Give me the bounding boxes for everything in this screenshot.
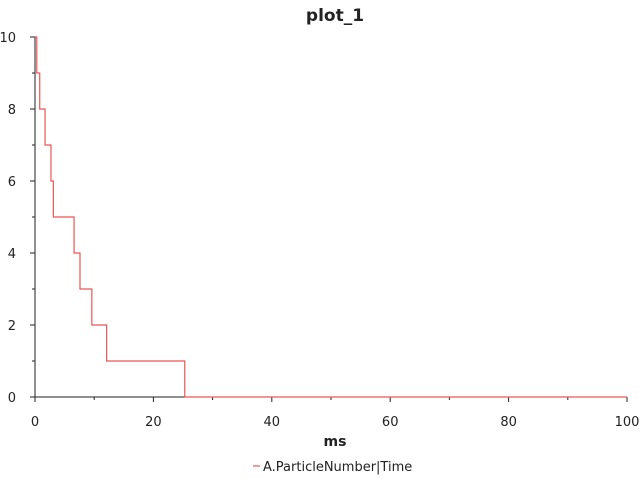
x-tick-label: 20 bbox=[145, 415, 162, 430]
y-tick-label: 4 bbox=[8, 247, 16, 262]
x-axis-label: ms bbox=[324, 434, 347, 450]
x-tick-label: 80 bbox=[500, 415, 517, 430]
y-tick-label: 10 bbox=[0, 31, 16, 46]
legend: A.ParticleNumber|Time bbox=[253, 460, 412, 475]
plot-area bbox=[35, 36, 627, 398]
x-tick-label: 60 bbox=[382, 415, 399, 430]
y-tick-label: 6 bbox=[8, 175, 16, 190]
x-tick-label: 100 bbox=[615, 415, 640, 430]
y-tick-label: 2 bbox=[8, 319, 16, 334]
chart-title: plot_1 bbox=[306, 6, 364, 26]
series-line bbox=[35, 36, 627, 398]
x-axis: 0 20 40 60 80 100 bbox=[31, 396, 640, 430]
y-axis: 0 2 4 6 8 10 bbox=[0, 31, 36, 406]
y-tick-label: 8 bbox=[8, 103, 16, 118]
y-tick-label: 0 bbox=[8, 391, 16, 406]
legend-label: A.ParticleNumber|Time bbox=[263, 460, 412, 475]
x-tick-label: 0 bbox=[31, 415, 39, 430]
x-tick-label: 40 bbox=[264, 415, 281, 430]
